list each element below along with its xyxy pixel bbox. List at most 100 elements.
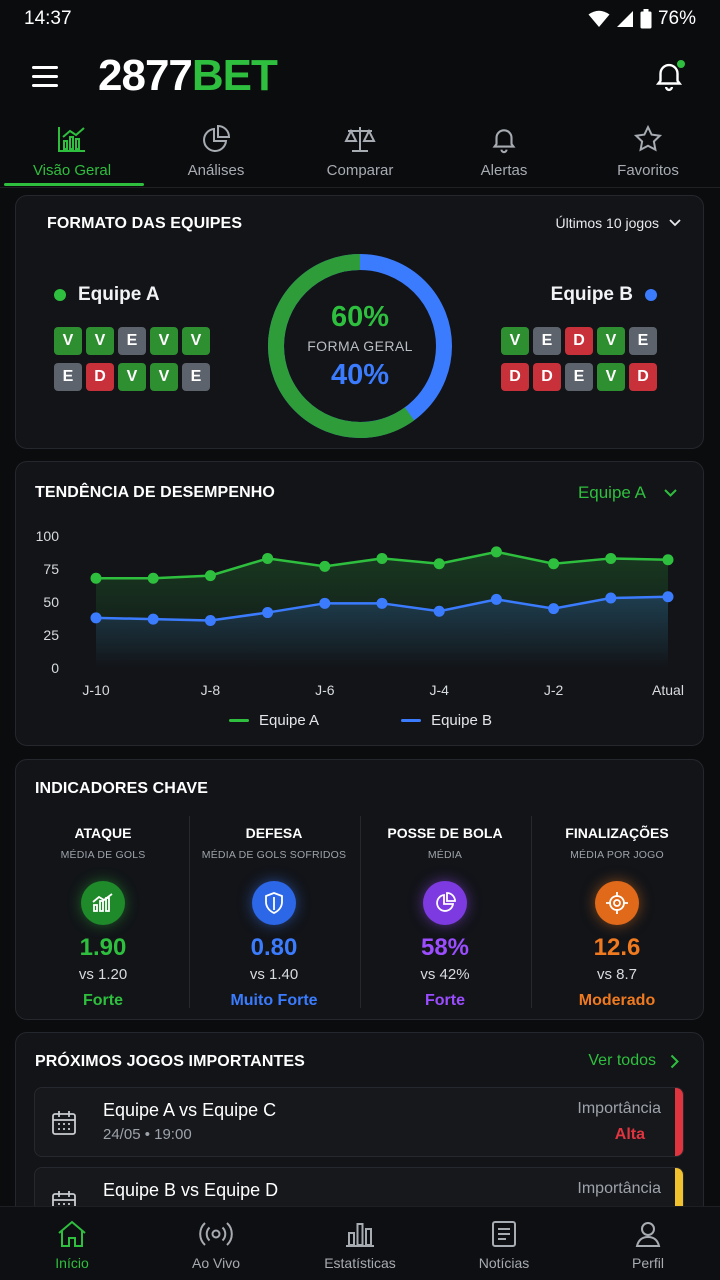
x-tick-label: J-6 [315,682,335,698]
team-a-dot [54,289,66,301]
pie-chart-icon [423,881,467,925]
app-header: 2877BET [0,44,720,108]
pie-chart-icon [203,124,231,152]
data-point[interactable] [204,570,216,582]
data-point[interactable] [548,603,560,615]
data-point[interactable] [662,591,674,603]
nav-perfil[interactable]: Perfil [576,1207,720,1280]
chevron-right-icon [670,1054,679,1068]
data-point[interactable] [376,597,388,609]
data-point[interactable] [433,558,445,570]
tab-alertas[interactable]: Alertas [432,116,576,187]
divider [189,816,190,1008]
donut-segment-team-a [268,254,452,438]
y-tick-label: 100 [36,528,60,544]
data-point[interactable] [605,592,617,604]
data-point[interactable] [90,612,102,624]
data-point[interactable] [262,607,274,619]
see-all-link[interactable]: Ver todos [588,1052,679,1070]
nav-estatisticas[interactable]: Estatísticas [288,1207,432,1280]
importance-value: Alta [614,1126,645,1143]
result-badge: E [182,363,210,391]
chart-line-icon [58,127,85,152]
x-tick-label: Atual [652,682,684,698]
indicator-possession[interactable]: POSSE DE BOLA MÉDIA 58% vs 42% Forte [387,825,503,1009]
calendar-icon [52,1191,76,1215]
data-point[interactable] [90,572,102,584]
home-icon [58,1220,86,1247]
result-badge: V [182,327,210,355]
chart-legend: Equipe A Equipe B [16,712,705,729]
result-badge: D [533,363,561,391]
data-point[interactable] [662,554,674,566]
data-point[interactable] [319,597,331,609]
top-tabs: Visão Geral Análises Comparar Alertas Fa… [0,116,720,188]
indicator-shots[interactable]: FINALIZAÇÕES MÉDIA POR JOGO 12.6 vs 8.7 … [565,825,669,1009]
notifications-button[interactable] [652,58,688,94]
battery-icon [640,9,652,29]
performance-trend-card: 0 25 50 75 100 J-10 J-8 J-6 J-4 J-2 Atual TENDÊNCI… [15,461,704,746]
team-b-label: Equipe B [551,284,657,306]
news-icon [492,1221,516,1247]
form-donut-chart [268,254,452,438]
calendar-icon [52,1111,76,1135]
x-tick-label: J-10 [82,682,109,698]
team-selector[interactable]: Equipe A [578,483,677,503]
data-point[interactable] [376,552,388,564]
data-point[interactable] [147,572,159,584]
bottom-navigation: Início Ao Vivo Estatísticas Notícias Per… [0,1206,720,1280]
scale-icon [344,127,376,152]
user-icon [635,1222,661,1247]
tab-comparar[interactable]: Comparar [288,116,432,187]
data-point[interactable] [319,560,331,572]
data-point[interactable] [490,593,502,605]
nav-inicio[interactable]: Início [0,1207,144,1280]
result-badge: V [54,327,82,355]
importance-bar [675,1088,683,1156]
legend-item-team-a[interactable]: Equipe A [229,712,319,729]
nav-noticias[interactable]: Notícias [432,1207,576,1280]
result-badge: V [150,327,178,355]
data-point[interactable] [605,552,617,564]
nav-ao-vivo[interactable]: Ao Vivo [144,1207,288,1280]
tab-visao-geral[interactable]: Visão Geral [0,116,144,187]
data-point[interactable] [147,613,159,625]
x-tick-label: J-8 [201,682,221,698]
team-a-label: Equipe A [54,284,160,306]
chevron-down-icon [669,219,681,227]
stats-icon [346,1223,374,1247]
divider [531,816,532,1008]
status-bar: 14:37 76% [0,0,720,38]
result-badge: E [54,363,82,391]
match-row[interactable]: Equipe A vs Equipe C 24/05 • 19:00 Impor… [34,1087,684,1157]
chevron-down-icon [664,489,677,497]
indicator-defense[interactable]: DEFESA MÉDIA DE GOLS SOFRIDOS 0.80 vs 1.… [201,825,347,1009]
target-icon [595,881,639,925]
tab-favoritos[interactable]: Favoritos [576,116,720,187]
result-badge: D [86,363,114,391]
data-point[interactable] [548,558,560,570]
tab-analises[interactable]: Análises [144,116,288,187]
result-badge: E [565,363,593,391]
x-tick-label: J-4 [429,682,449,698]
indicators-title: INDICADORES CHAVE [35,780,208,797]
period-dropdown[interactable]: Últimos 10 jogos [556,215,682,231]
brand-logo: 2877BET [98,51,278,100]
team-form-card: FORMATO DAS EQUIPES Últimos 10 jogos Equ… [15,195,704,449]
data-point[interactable] [490,546,502,558]
legend-item-team-b[interactable]: Equipe B [401,712,492,729]
y-tick-label: 0 [51,660,59,676]
result-badge: E [533,327,561,355]
data-point[interactable] [262,552,274,564]
team-form-title: FORMATO DAS EQUIPES [47,215,243,232]
result-badge: V [597,327,625,355]
status-icons: 76% [588,8,696,30]
data-point[interactable] [433,605,445,617]
bell-icon [492,129,516,154]
menu-button[interactable] [32,59,66,93]
data-point[interactable] [204,614,216,626]
indicator-attack[interactable]: ATAQUE MÉDIA DE GOLS 1.90 vs 1.20 Forte [60,825,146,1009]
